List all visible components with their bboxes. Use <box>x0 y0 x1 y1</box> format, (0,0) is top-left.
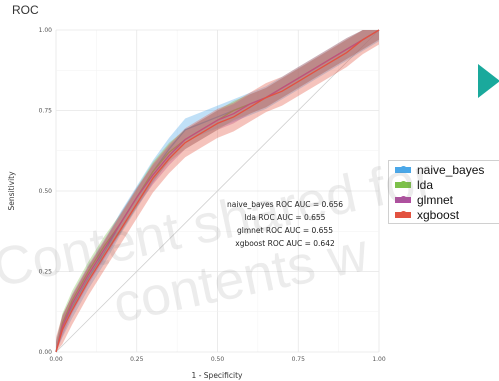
line-glmnet <box>55 29 380 353</box>
x-tick-label: 0.00 <box>49 356 63 363</box>
legend-item-xgboost: xgboost <box>389 208 499 222</box>
legend: naive_bayes lda glmnet xgboost <box>388 160 499 224</box>
auc-annotation-xgboost: xgboost ROC AUC = 0.642 <box>235 239 335 248</box>
band-xgboost <box>56 30 379 352</box>
legend-label-lda: lda <box>417 178 434 192</box>
legend-item-naive-bayes: naive_bayes <box>389 163 499 177</box>
chart-title: ROC <box>12 3 39 17</box>
x-tick-label: 0.25 <box>130 356 144 363</box>
tick-labels: 0.00 0.25 0.50 0.75 1.00 0.00 0.25 0.50 0.75 1.00 <box>39 27 386 363</box>
legend-swatch-xgboost <box>395 211 411 218</box>
auc-annotation-lda: lda ROC AUC = 0.655 <box>245 213 326 222</box>
y-tick-label: 0.50 <box>39 188 53 195</box>
x-axis-title: 1 - Specificity <box>192 371 243 380</box>
play-arrow-icon[interactable] <box>478 64 499 98</box>
x-tick-label: 0.50 <box>211 356 225 363</box>
auc-annotation-naive-bayes: naive_bayes ROC AUC = 0.656 <box>227 200 343 209</box>
x-tick-label: 0.75 <box>292 356 306 363</box>
y-tick-label: 0.00 <box>39 349 53 356</box>
auc-annotation-glmnet: glmnet ROC AUC = 0.655 <box>237 226 333 235</box>
reference-diagonal-group <box>55 29 380 353</box>
line-xgboost <box>55 29 380 353</box>
y-tick-label: 1.00 <box>39 27 53 34</box>
y-tick-label: 0.75 <box>39 108 53 115</box>
reference-diagonal <box>55 29 380 353</box>
legend-swatch-lda <box>395 181 411 188</box>
y-tick-label: 0.25 <box>39 269 53 276</box>
series-group <box>55 29 380 353</box>
legend-label-glmnet: glmnet <box>417 193 454 207</box>
legend-label-naive-bayes: naive_bayes <box>417 163 485 177</box>
legend-swatch-naive-bayes <box>395 166 411 173</box>
y-axis-title: Sensitivity <box>7 171 16 211</box>
legend-swatch-glmnet <box>395 196 411 203</box>
legend-item-glmnet: glmnet <box>389 193 499 207</box>
legend-label-xgboost: xgboost <box>417 208 460 222</box>
legend-item-lda: lda <box>389 178 499 192</box>
x-tick-label: 1.00 <box>372 356 386 363</box>
grid <box>55 29 380 353</box>
